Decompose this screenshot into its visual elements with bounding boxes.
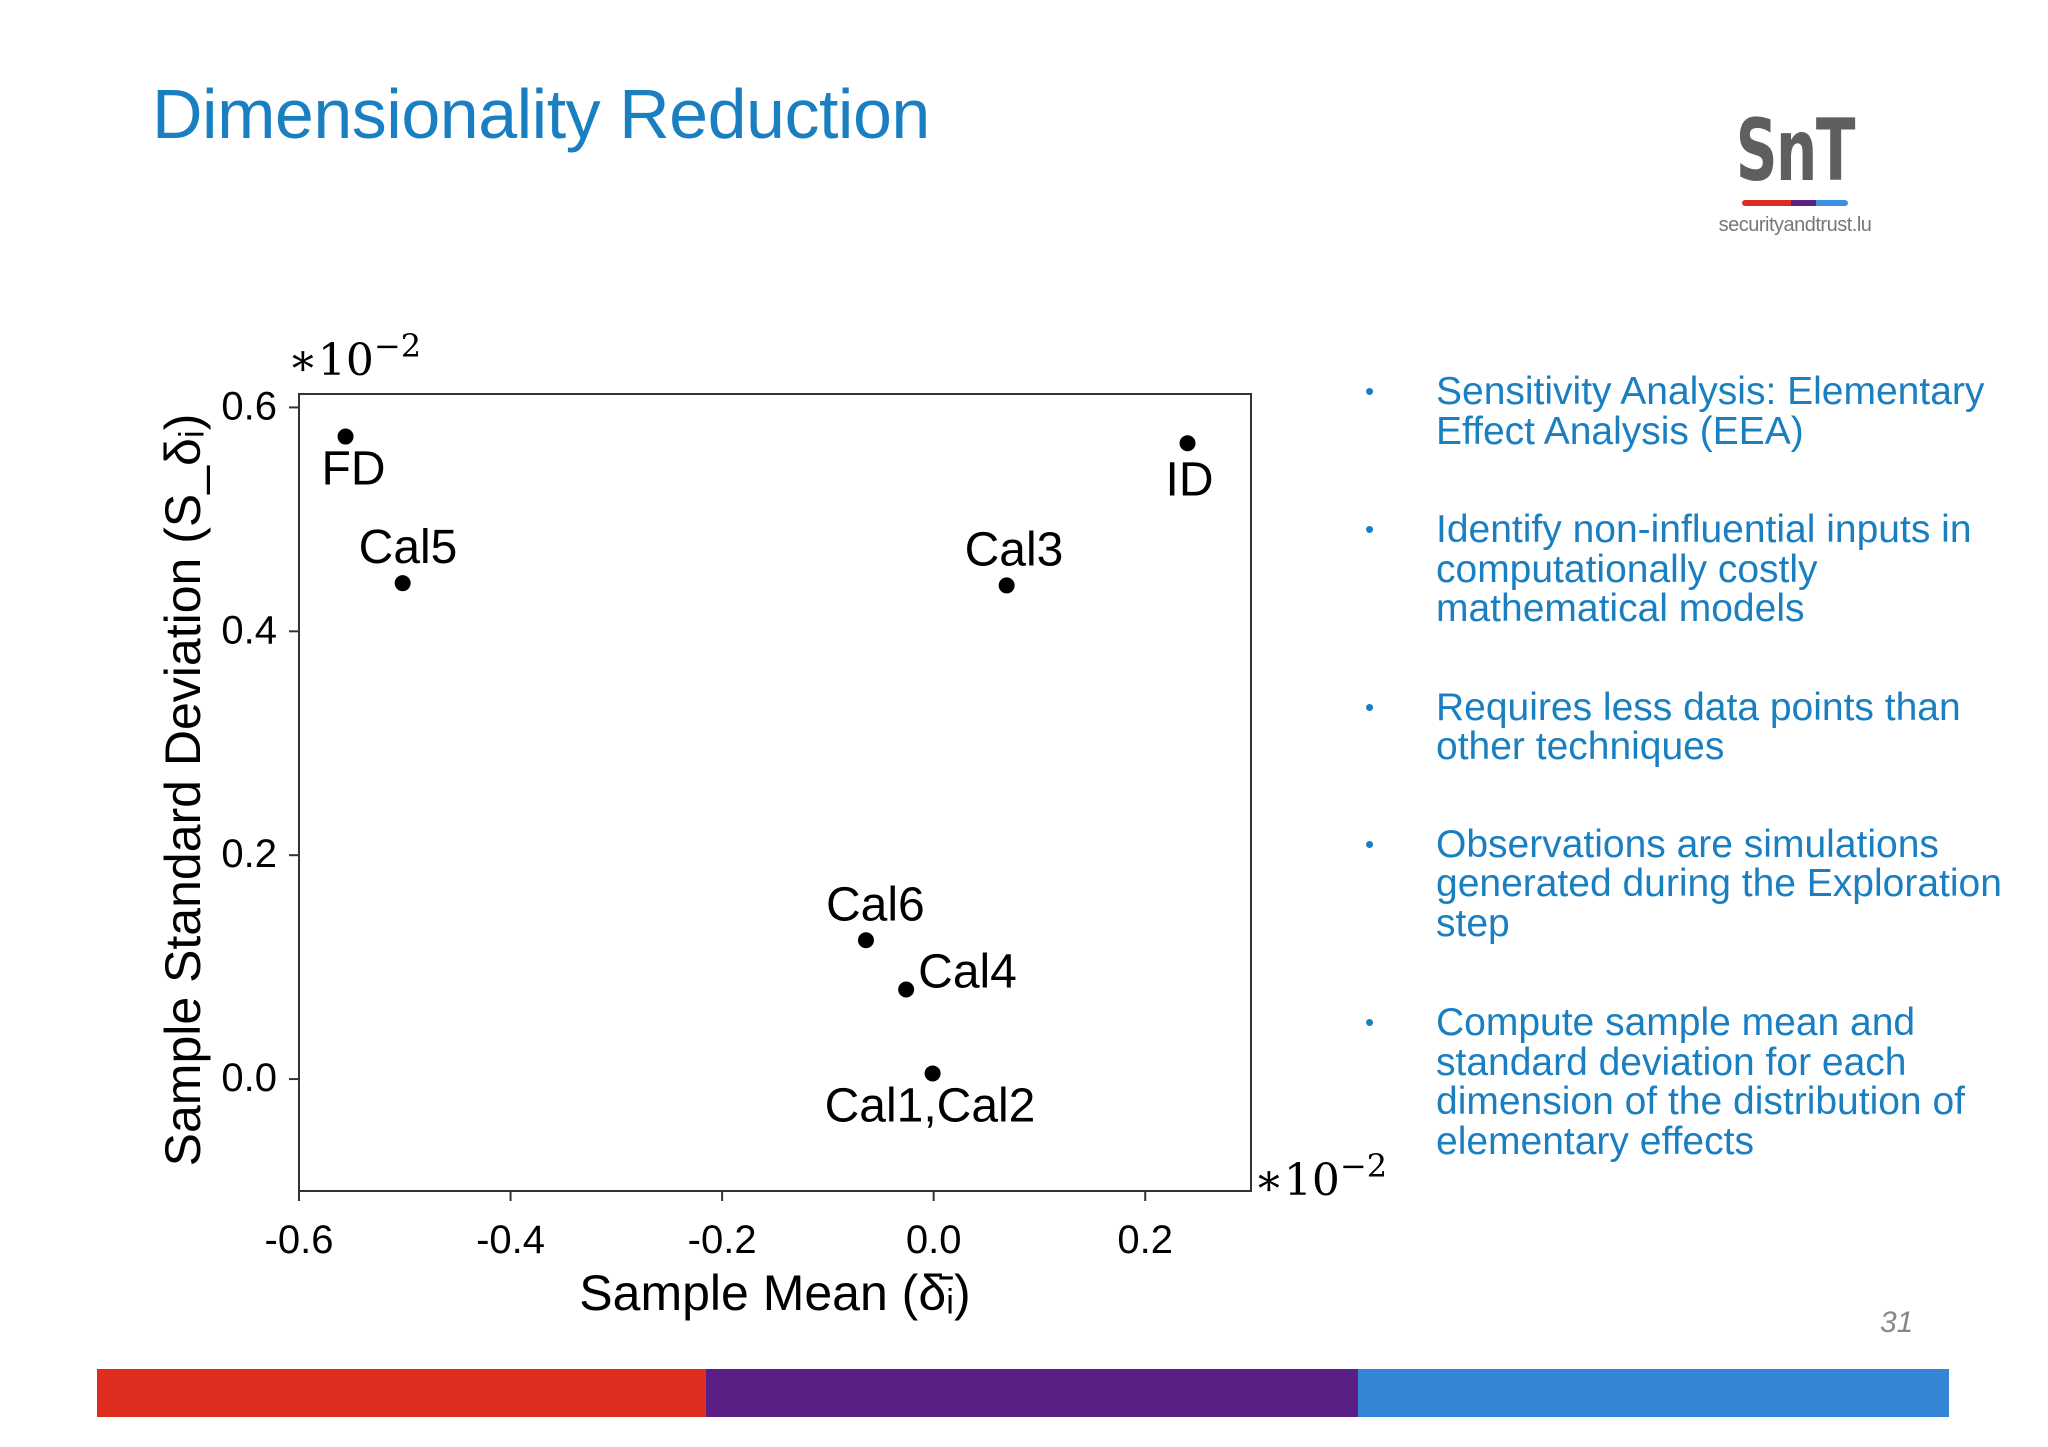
bullet-text: Observations are simulations generated d… bbox=[1436, 822, 2002, 945]
bullet-icon: • bbox=[1365, 1007, 1375, 1037]
logo-mark: SnT bbox=[1735, 101, 1856, 201]
data-point bbox=[998, 577, 1015, 594]
x-tick-label: -0.6 bbox=[265, 1218, 334, 1262]
bullet-text: Compute sample mean and standard deviati… bbox=[1436, 1001, 1965, 1163]
bullet-item: • Compute sample mean and standard deviat… bbox=[1365, 1003, 2005, 1161]
y-tick-label: 0.2 bbox=[221, 832, 277, 876]
bullet-item: • Requires less data points than other te… bbox=[1365, 685, 2005, 768]
y-tick-label: 0.4 bbox=[221, 608, 277, 652]
bullet-item: • Observations are simulations generated … bbox=[1365, 822, 2005, 945]
x-tick-label: -0.4 bbox=[476, 1218, 545, 1262]
logo-stripes bbox=[1742, 200, 1848, 206]
snt-logo: SnT securityandtrust.lu bbox=[1700, 108, 1890, 237]
data-point bbox=[394, 575, 411, 592]
bullet-icon: • bbox=[1365, 376, 1375, 406]
x-tick-label: 0.0 bbox=[906, 1218, 962, 1262]
footer-blue-segment bbox=[1358, 1369, 1949, 1417]
x-multiplier-label: ∗10−2 bbox=[1254, 1147, 1387, 1206]
point-label: Cal5 bbox=[359, 521, 458, 574]
bullet-icon: • bbox=[1365, 514, 1375, 544]
data-point bbox=[898, 981, 915, 998]
bullet-text: Sensitivity Analysis: Elementary Effect … bbox=[1436, 370, 1985, 453]
point-label: Cal1,Cal2 bbox=[825, 1079, 1036, 1132]
x-axis-label: Sample Mean (δ̄ᵢ) bbox=[579, 1265, 970, 1321]
page-number: 31 bbox=[1880, 1306, 1914, 1339]
data-point bbox=[1179, 435, 1196, 452]
bullet-text: Requires less data points than other tec… bbox=[1436, 685, 1961, 768]
footer-color-bar bbox=[97, 1369, 1949, 1417]
y-tick-label: 0.0 bbox=[221, 1056, 277, 1100]
bullet-item: • Identify non-influential inputs in comp… bbox=[1365, 510, 2005, 629]
x-tick-label: -0.2 bbox=[688, 1218, 757, 1262]
y-axis-label: Sample Standard Deviation (S_δᵢ) bbox=[155, 414, 211, 1167]
point-label: Cal3 bbox=[965, 523, 1064, 576]
bullet-item: • Sensitivity Analysis: Elementary Effect… bbox=[1365, 372, 2005, 451]
plot-frame bbox=[298, 393, 1252, 1192]
point-label: FD bbox=[322, 443, 386, 496]
logo-url: securityandtrust.lu bbox=[1718, 214, 1872, 236]
data-point bbox=[337, 428, 354, 445]
footer-purple-segment bbox=[706, 1369, 1359, 1417]
bullet-icon: • bbox=[1365, 691, 1375, 722]
data-point bbox=[924, 1065, 941, 1082]
point-label: Cal4 bbox=[918, 946, 1017, 999]
point-label: ID bbox=[1166, 453, 1214, 506]
y-tick-label: 0.6 bbox=[221, 384, 277, 428]
bullet-text: Identify non-influential inputs in compu… bbox=[1436, 508, 1972, 630]
footer-red-segment bbox=[97, 1369, 707, 1417]
slide-title: Dimensionality Reduction bbox=[152, 75, 930, 153]
bullet-list: • Sensitivity Analysis: Elementary Effect… bbox=[1365, 372, 2005, 1161]
bullet-icon: • bbox=[1365, 828, 1375, 859]
y-multiplier-label: ∗10−2 bbox=[288, 327, 421, 386]
x-tick-label: 0.2 bbox=[1117, 1218, 1173, 1262]
point-label: Cal6 bbox=[826, 878, 925, 931]
data-point bbox=[857, 932, 874, 949]
